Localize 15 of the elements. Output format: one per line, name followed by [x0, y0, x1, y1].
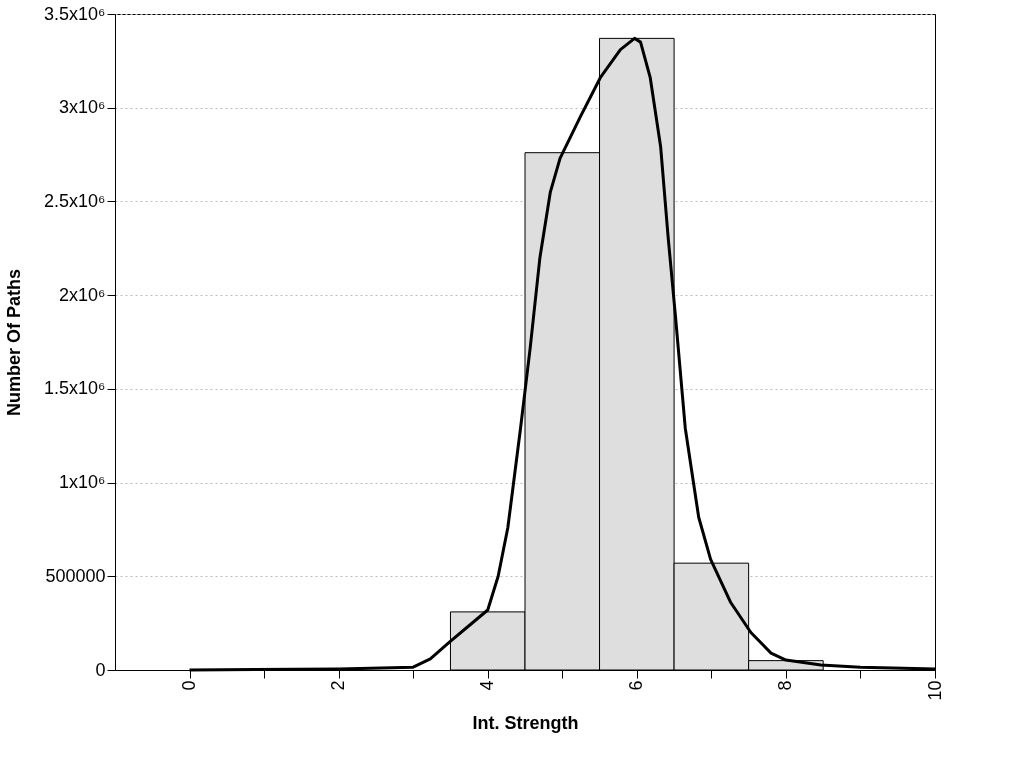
y-tick-label: 2x10⁶ — [59, 284, 106, 305]
y-axis-title: Number Of Paths — [4, 268, 25, 417]
y-tick-label: 500000 — [45, 565, 106, 586]
x-axis-title: Int. Strength — [472, 712, 579, 733]
x-tick-label: 2 — [328, 680, 349, 691]
y-tick-label: 3.5x10⁶ — [44, 3, 106, 24]
x-tick-label: 8 — [775, 680, 796, 691]
y-tick-label: 2.5x10⁶ — [44, 190, 106, 211]
y-tick-label: 1.5x10⁶ — [44, 378, 106, 399]
x-tick-label: 0 — [179, 680, 200, 691]
x-tick-label: 6 — [626, 680, 647, 691]
y-tick-label: 1x10⁶ — [59, 472, 106, 493]
y-tick-label: 3x10⁶ — [59, 97, 106, 118]
x-tick-label: 4 — [477, 680, 498, 691]
x-tick-label: 10 — [924, 680, 945, 701]
